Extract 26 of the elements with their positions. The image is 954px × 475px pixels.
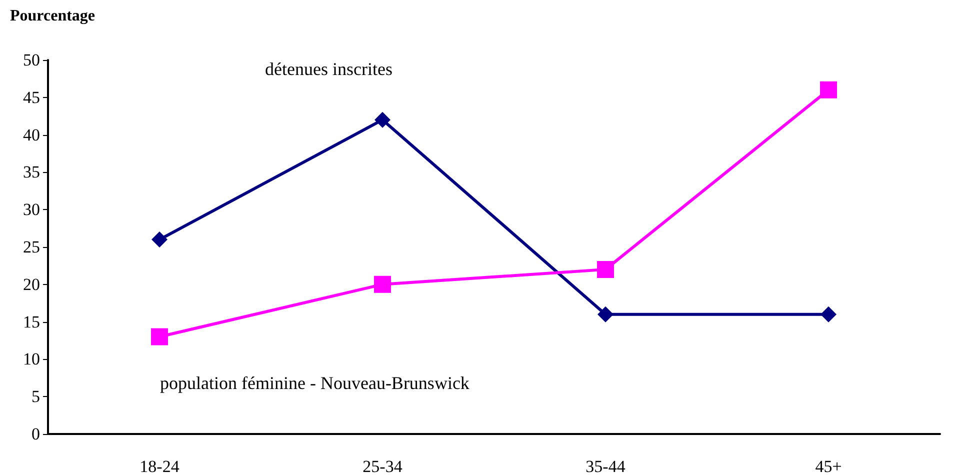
y-tick-label: 40 xyxy=(23,125,40,144)
series-label: population féminine - Nouveau-Brunswick xyxy=(160,373,470,393)
point xyxy=(151,328,168,346)
series-label: détenues inscrites xyxy=(265,59,392,79)
point xyxy=(598,306,614,322)
point xyxy=(374,112,390,128)
y-tick-label: 20 xyxy=(23,274,40,294)
y-tick-label: 25 xyxy=(23,238,40,256)
x-tick-label: 35-44 xyxy=(586,457,626,475)
y-tick-label: 10 xyxy=(23,350,40,369)
x-tick-label: 18-24 xyxy=(140,457,180,475)
y-tick-label: 5 xyxy=(32,387,40,406)
point xyxy=(597,260,614,278)
y-tick-label: 45 xyxy=(23,88,40,107)
point xyxy=(152,232,168,248)
y-tick-label: 30 xyxy=(23,200,40,220)
point xyxy=(374,276,391,293)
point xyxy=(820,81,837,98)
y-tick-label: 35 xyxy=(23,162,40,182)
x-tick-label: 45+ xyxy=(815,457,842,475)
y-tick-label: 0 xyxy=(32,424,40,444)
y-tick-label: 50 xyxy=(23,50,40,70)
y-axis-title: Pourcentage xyxy=(10,8,96,24)
x-tick-label: 25-34 xyxy=(362,457,403,475)
point xyxy=(820,306,836,322)
y-tick-label: 15 xyxy=(23,312,40,332)
